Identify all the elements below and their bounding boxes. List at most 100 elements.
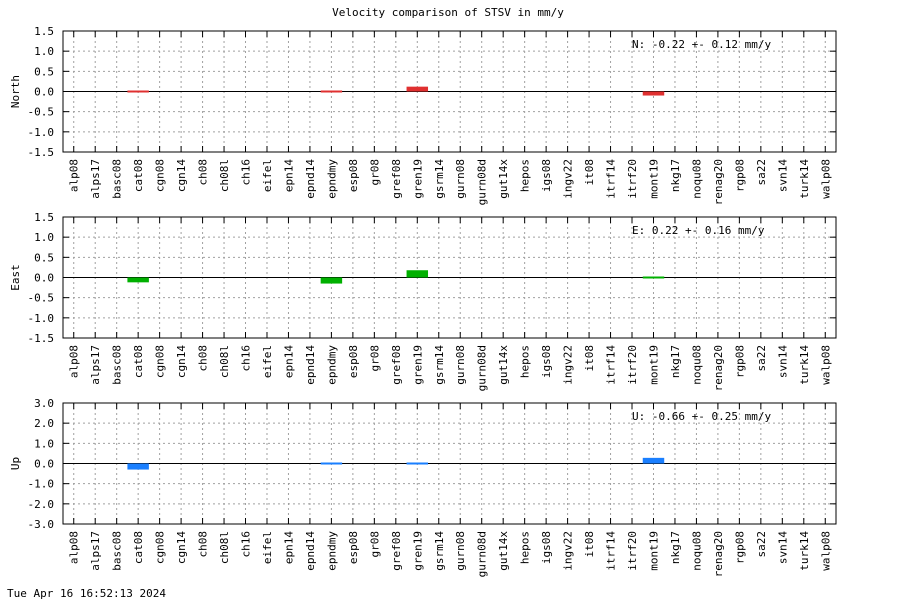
north-xtick-label: nkg17 xyxy=(669,159,682,192)
north-xtick-label: rgp08 xyxy=(733,159,746,192)
east-ytick-label: -1.5 xyxy=(28,332,55,345)
up-xtick-label: it08 xyxy=(583,531,596,558)
up-xtick-label: basc08 xyxy=(111,531,124,571)
north-bar-cat08 xyxy=(127,90,149,93)
north-xtick-label: ch08 xyxy=(197,159,210,186)
east-xtick-label: gurn08 xyxy=(454,345,467,385)
east-bar-cat08 xyxy=(127,277,149,283)
east-ytick-label: -1.0 xyxy=(28,312,55,325)
up-ytick-label: -1.0 xyxy=(28,478,55,491)
north-xtick-label: renag20 xyxy=(712,159,725,205)
north-xtick-label: noqu08 xyxy=(690,159,703,199)
east-ytick-label: -0.5 xyxy=(28,292,55,305)
east-xtick-label: epn14 xyxy=(282,345,295,378)
up-ytick-label: 0.0 xyxy=(34,458,54,471)
north-ytick-label: 1.0 xyxy=(34,45,54,58)
north-xtick-label: gr08 xyxy=(368,159,381,186)
east-xtick-label: cgn14 xyxy=(175,345,188,378)
east-bar-gren19 xyxy=(406,270,429,278)
up-bar-cat08 xyxy=(127,463,149,470)
up-xtick-label: alp08 xyxy=(68,531,81,564)
east-bar-epndmy xyxy=(320,277,343,284)
east-xtick-label: itrf14 xyxy=(605,345,618,385)
north-xtick-label: alp08 xyxy=(68,159,81,192)
north-xtick-label: cgn08 xyxy=(154,159,167,192)
up-xtick-label: itrf20 xyxy=(626,531,639,571)
up-xtick-label: renag20 xyxy=(712,531,725,577)
east-xtick-label: gren19 xyxy=(411,345,424,385)
up-xtick-label: gsrm14 xyxy=(433,531,446,571)
up-ytick-label: -3.0 xyxy=(28,518,55,531)
east-panel: 1.5 1.0 0.5 0.0 -0.5 -1.0 -1.5 alp08 alps17 basc0… xyxy=(9,211,837,391)
north-xtick-label: mont19 xyxy=(647,159,660,199)
up-xtick-label: eifel xyxy=(261,531,274,564)
north-xtick-label: eifel xyxy=(261,159,274,192)
north-panel: 1.5 1.0 0.5 0.0 -0.5 -1.0 -1.5 alp08 alps17 basc0… xyxy=(9,25,837,205)
up-xtick-label: epn14 xyxy=(282,531,295,564)
up-xtick-label: gref08 xyxy=(390,531,403,571)
east-xtick-label: svn14 xyxy=(776,345,789,378)
east-xtick-label: gurn08d xyxy=(476,345,489,391)
north-bar-epndmy xyxy=(320,90,343,93)
up-ytick-label: -2.0 xyxy=(28,498,55,511)
north-xtick-label: itrf20 xyxy=(626,159,639,199)
north-xtick-label: ch16 xyxy=(240,159,253,186)
up-xtick-label: rgp08 xyxy=(733,531,746,564)
east-xtick-label: epnd14 xyxy=(304,345,317,385)
up-xtick-label: ch08 xyxy=(197,531,210,558)
up-plot-frame xyxy=(62,402,837,525)
up-xtick-label: gren19 xyxy=(411,531,424,571)
east-xtick-label: alps17 xyxy=(89,345,102,385)
east-xtick-label: esp08 xyxy=(347,345,360,378)
east-xtick-label: turk14 xyxy=(798,345,811,385)
north-xtick-label: svn14 xyxy=(776,159,789,192)
east-xtick-label: renag20 xyxy=(712,345,725,391)
up-xtick-label: sa22 xyxy=(755,531,768,558)
up-xtick-label: mont19 xyxy=(647,531,660,571)
north-ytick-label: -1.0 xyxy=(28,126,55,139)
up-xtick-label: noqu08 xyxy=(690,531,703,571)
north-xtick-label: gren19 xyxy=(411,159,424,199)
north-xtick-label: cgn14 xyxy=(175,159,188,192)
up-xtick-label: gr08 xyxy=(368,531,381,558)
east-ytick-label: 0.0 xyxy=(34,272,54,285)
east-xtick-label: basc08 xyxy=(111,345,124,385)
timestamp-footer: Tue Apr 16 16:52:13 2024 xyxy=(7,587,166,600)
north-xtick-label: itrf14 xyxy=(605,159,618,199)
up-xtick-label: walp08 xyxy=(819,531,832,571)
north-xtick-label: cat08 xyxy=(132,159,145,192)
east-xtick-label: noqu08 xyxy=(690,345,703,385)
east-xtick-label: nkg17 xyxy=(669,345,682,378)
up-xtick-label: ch08l xyxy=(218,531,231,564)
north-xtick-label: basc08 xyxy=(111,159,124,199)
up-xtick-label: cgn08 xyxy=(154,531,167,564)
north-xtick-label: gsrm14 xyxy=(433,159,446,199)
east-xtick-label: sa22 xyxy=(755,345,768,372)
north-xtick-label: epn14 xyxy=(282,159,295,192)
north-xtick-label: epndmy xyxy=(325,159,338,199)
east-axis-label: East xyxy=(9,264,22,291)
up-xtick-label: cat08 xyxy=(132,531,145,564)
north-xtick-label: gurn08d xyxy=(476,159,489,205)
east-xtick-label: itrf20 xyxy=(626,345,639,385)
up-bar-mont19 xyxy=(642,457,665,464)
north-xtick-label: it08 xyxy=(583,159,596,186)
north-axis-label: North xyxy=(9,75,22,108)
north-xtick-label: gref08 xyxy=(390,159,403,199)
east-plot-frame xyxy=(62,216,837,339)
north-bar-mont19 xyxy=(642,91,665,96)
up-xtick-label: gurn08d xyxy=(476,531,489,577)
east-xtick-label: rgp08 xyxy=(733,345,746,378)
east-xtick-label: alp08 xyxy=(68,345,81,378)
east-ytick-label: 0.5 xyxy=(34,251,54,264)
north-xtick-label: ingv22 xyxy=(562,159,575,199)
east-xtick-label: gref08 xyxy=(390,345,403,385)
east-xtick-label: epndmy xyxy=(325,345,338,385)
north-bar-gren19 xyxy=(406,86,429,92)
east-xtick-label: gut14x xyxy=(497,345,510,385)
north-ytick-label: -0.5 xyxy=(28,106,55,119)
up-bar-gren19 xyxy=(406,462,429,465)
north-xtick-label: igs08 xyxy=(540,159,553,192)
east-xtick-label: gsrm14 xyxy=(433,345,446,385)
